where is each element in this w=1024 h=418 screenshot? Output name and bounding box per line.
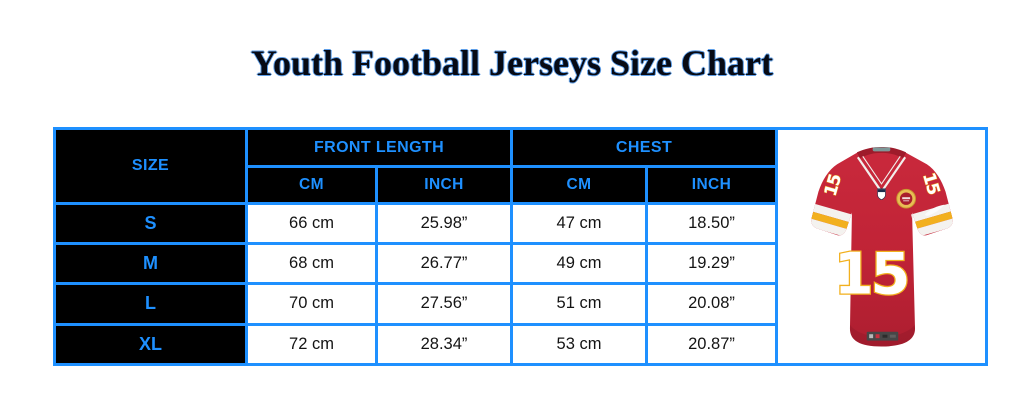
table-row-l: L 70 cm 27.56” 51 cm 20.08” — [53, 282, 987, 326]
cell-chest-cm: 51 cm — [510, 282, 648, 326]
cell-chest-inch: 20.08” — [644, 282, 779, 326]
inner-collar-strip — [872, 147, 891, 152]
size-chart-table: SIZE FRONT LENGTH CHEST — [53, 126, 989, 367]
column-header-front-cm: CM — [245, 165, 378, 205]
cell-chest-cm: 47 cm — [510, 201, 648, 245]
jersey-graphic: 15 15 15 — [811, 146, 953, 347]
cell-chest-cm: 49 cm — [510, 241, 648, 286]
jersey-image: 15 15 15 — [775, 127, 989, 366]
cell-front-cm: 68 cm — [245, 241, 378, 286]
team-patch — [896, 188, 917, 209]
nfl-shield-icon — [877, 188, 886, 200]
table-row-xl: XL 72 cm 28.34” 53 cm 20.87” — [53, 322, 987, 367]
column-header-chest: CHEST — [509, 126, 779, 169]
column-header-chest-inch: INCH — [644, 165, 779, 205]
cell-front-cm: 72 cm — [245, 322, 378, 367]
table-row-s: S 66 cm 25.98” 47 cm 18.50” — [53, 201, 987, 245]
jock-tag — [866, 331, 899, 341]
column-header-size: SIZE — [53, 127, 248, 205]
cell-front-inch: 25.98” — [375, 201, 513, 245]
cell-front-inch: 26.77” — [375, 241, 513, 286]
size-label: L — [53, 282, 248, 326]
cell-front-inch: 27.56” — [375, 282, 513, 326]
size-label: XL — [53, 322, 248, 367]
cell-front-inch: 28.34” — [375, 322, 513, 367]
cell-front-cm: 66 cm — [245, 201, 378, 245]
page-title: Youth Football Jerseys Size Chart — [251, 43, 773, 83]
header-row-units: CM INCH CM INCH — [55, 165, 987, 205]
cell-chest-inch: 18.50” — [644, 201, 779, 245]
header-row-groups: SIZE FRONT LENGTH CHEST — [53, 126, 989, 366]
swoosh-icon — [924, 204, 945, 216]
cell-chest-inch: 19.29” — [644, 241, 779, 286]
cell-front-cm: 70 cm — [245, 282, 378, 326]
size-label: M — [53, 241, 248, 286]
jersey-number: 15 — [834, 241, 908, 307]
table-row-m: M 68 cm 26.77” 49 cm 19.29” — [53, 241, 987, 286]
cell-chest-inch: 20.87” — [644, 322, 779, 367]
column-header-front-length: FRONT LENGTH — [245, 126, 513, 169]
size-label: S — [53, 201, 248, 245]
column-header-front-inch: INCH — [375, 165, 513, 205]
column-header-chest-cm: CM — [510, 165, 648, 205]
cell-chest-cm: 53 cm — [510, 322, 648, 367]
